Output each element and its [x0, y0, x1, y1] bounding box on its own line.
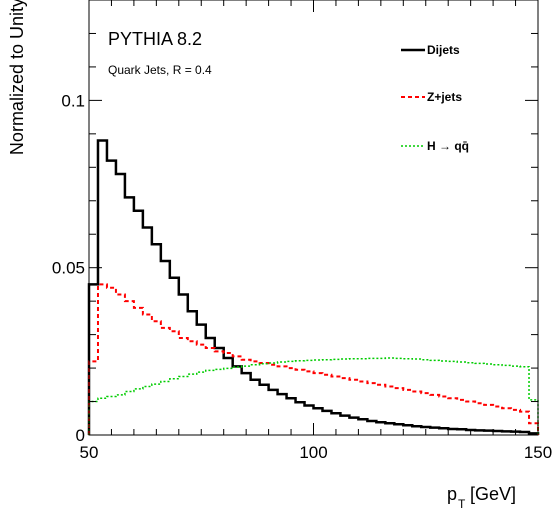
y-tick-label: 0.05: [52, 259, 85, 278]
y-tick-label: 0: [76, 426, 85, 445]
x-tick-label: 150: [524, 443, 552, 462]
x-tick-label: 100: [299, 443, 327, 462]
series-line-1: [88, 283, 539, 435]
svg-text:[GeV]: [GeV]: [470, 484, 516, 504]
legend-label-2: H → qq̄: [427, 139, 469, 153]
generator-label: PYTHIA 8.2: [108, 29, 202, 49]
y-tick-label: 0.1: [61, 91, 85, 110]
y-axis-title: Normalized to Unity: [7, 0, 27, 155]
legend-label-0: Dijets: [427, 43, 460, 57]
x-axis: 50 100 150: [80, 0, 552, 462]
x-tick-label: 50: [80, 443, 99, 462]
series-line-0: [87, 139, 540, 435]
y-axis: 0 0.05 0.1: [52, 0, 538, 445]
svg-text:T: T: [458, 497, 466, 511]
x-axis-title: p T [GeV]: [447, 484, 516, 511]
legend: Dijets Z+jets H → qq̄: [401, 43, 469, 153]
svg-text:p: p: [447, 484, 457, 504]
series-line-2: [88, 357, 539, 435]
plot-area: [87, 139, 540, 435]
jet-config-label: Quark Jets, R = 0.4: [108, 63, 212, 77]
legend-label-1: Z+jets: [427, 90, 462, 104]
